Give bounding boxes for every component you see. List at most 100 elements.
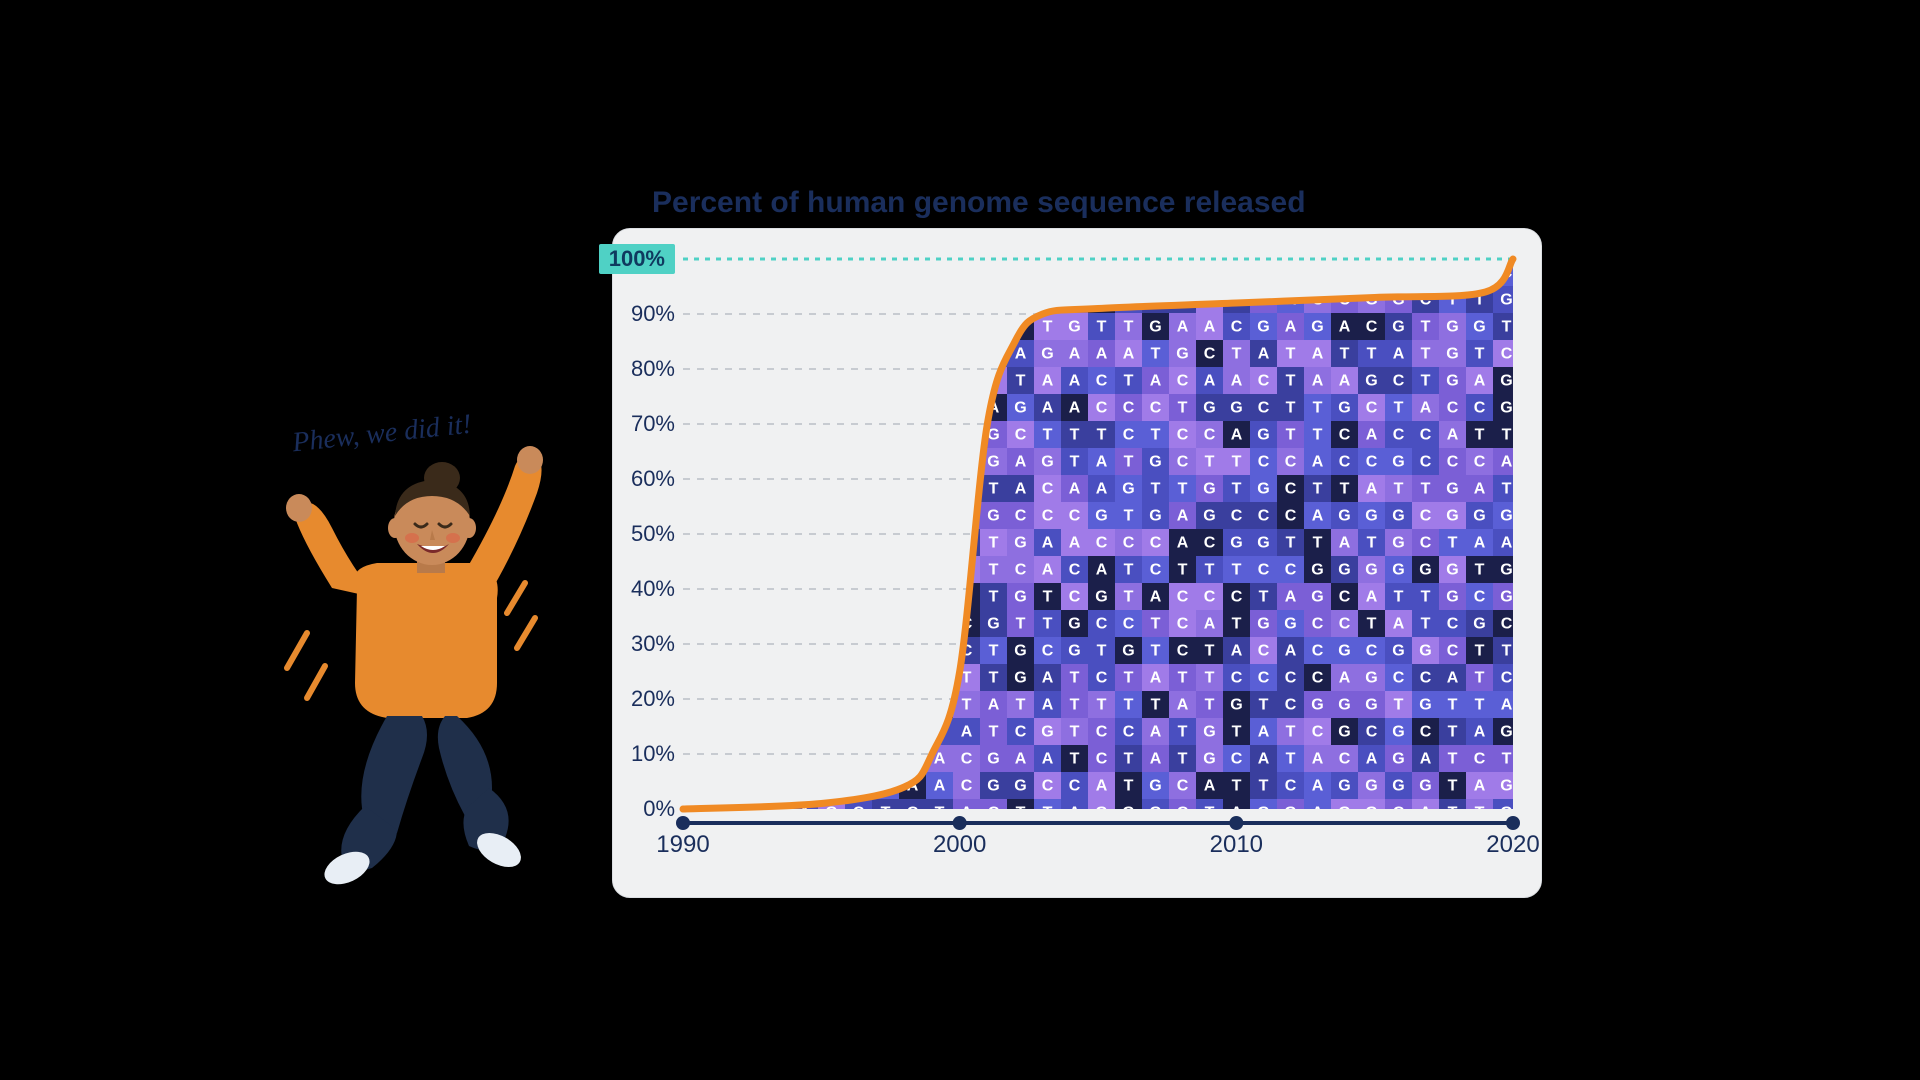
svg-text:A: A	[1339, 670, 1351, 687]
svg-text:C: C	[1420, 454, 1432, 471]
svg-text:C: C	[1366, 643, 1378, 660]
svg-text:C: C	[1528, 589, 1540, 606]
svg-text:T: T	[1232, 454, 1242, 471]
svg-text:C: C	[772, 346, 784, 363]
y-tick-label: 60%	[631, 466, 675, 492]
svg-text:C: C	[772, 319, 784, 336]
svg-text:T: T	[1043, 427, 1053, 444]
svg-text:T: T	[1070, 454, 1080, 471]
svg-text:T: T	[1286, 535, 1296, 552]
svg-text:A: A	[799, 508, 811, 525]
svg-text:T: T	[1124, 508, 1134, 525]
svg-text:C: C	[1069, 589, 1081, 606]
y-tick-label: 50%	[631, 521, 675, 547]
svg-text:G: G	[1392, 562, 1404, 579]
svg-text:C: C	[1420, 427, 1432, 444]
svg-text:A: A	[1096, 562, 1108, 579]
svg-text:A: A	[1339, 535, 1351, 552]
svg-text:T: T	[1124, 373, 1134, 390]
svg-text:G: G	[1392, 454, 1404, 471]
svg-text:C: C	[1042, 643, 1054, 660]
svg-text:T: T	[1448, 724, 1458, 741]
svg-text:G: G	[1203, 724, 1215, 741]
svg-text:C: C	[1420, 508, 1432, 525]
svg-text:C: C	[1204, 535, 1216, 552]
svg-text:A: A	[1015, 751, 1027, 768]
svg-text:T: T	[1529, 751, 1539, 768]
svg-text:T: T	[746, 832, 756, 849]
svg-text:G: G	[1419, 697, 1431, 714]
svg-text:A: A	[718, 265, 730, 282]
svg-text:C: C	[1096, 535, 1108, 552]
svg-text:A: A	[1015, 454, 1027, 471]
svg-text:A: A	[880, 481, 892, 498]
svg-text:G: G	[1500, 508, 1512, 525]
svg-text:A: A	[691, 265, 703, 282]
svg-text:A: A	[934, 643, 946, 660]
svg-text:G: G	[1149, 805, 1161, 822]
svg-text:C: C	[907, 643, 919, 660]
svg-text:A: A	[1069, 346, 1081, 363]
svg-text:T: T	[962, 400, 972, 417]
svg-text:A: A	[1258, 751, 1270, 768]
svg-text:A: A	[718, 562, 730, 579]
svg-text:T: T	[1421, 373, 1431, 390]
svg-text:A: A	[1258, 265, 1270, 282]
svg-text:T: T	[1016, 805, 1026, 822]
svg-text:C: C	[1015, 508, 1027, 525]
svg-text:T: T	[1529, 562, 1539, 579]
svg-text:A: A	[772, 454, 784, 471]
svg-text:A: A	[1312, 805, 1324, 822]
svg-text:T: T	[908, 292, 918, 309]
svg-text:G: G	[1095, 265, 1107, 282]
svg-text:T: T	[800, 346, 810, 363]
svg-text:G: G	[1014, 778, 1026, 795]
svg-text:A: A	[1204, 616, 1216, 633]
svg-text:T: T	[1502, 481, 1512, 498]
svg-text:G: G	[1095, 832, 1107, 849]
svg-text:T: T	[1070, 670, 1080, 687]
svg-text:G: G	[1014, 400, 1026, 417]
svg-text:T: T	[989, 346, 999, 363]
svg-text:T: T	[935, 481, 945, 498]
svg-text:A: A	[1501, 535, 1513, 552]
svg-text:A: A	[1366, 481, 1378, 498]
svg-text:T: T	[908, 562, 918, 579]
svg-text:C: C	[718, 292, 730, 309]
svg-text:T: T	[881, 805, 891, 822]
svg-text:G: G	[1446, 562, 1458, 579]
svg-text:T: T	[1448, 778, 1458, 795]
svg-text:T: T	[1043, 319, 1053, 336]
svg-text:T: T	[908, 400, 918, 417]
svg-text:C: C	[1042, 481, 1054, 498]
svg-text:G: G	[1527, 427, 1539, 444]
svg-text:T: T	[1475, 697, 1485, 714]
svg-text:G: G	[1068, 643, 1080, 660]
svg-text:T: T	[1502, 643, 1512, 660]
svg-text:G: G	[1338, 508, 1350, 525]
svg-text:T: T	[746, 643, 756, 660]
svg-text:T: T	[1151, 427, 1161, 444]
svg-text:C: C	[1231, 265, 1243, 282]
svg-text:T: T	[1070, 697, 1080, 714]
svg-text:C: C	[826, 724, 838, 741]
svg-text:G: G	[825, 508, 837, 525]
svg-text:G: G	[852, 535, 864, 552]
svg-text:G: G	[1365, 697, 1377, 714]
svg-text:C: C	[691, 562, 703, 579]
svg-text:G: G	[771, 373, 783, 390]
svg-text:T: T	[1475, 832, 1485, 849]
svg-text:T: T	[1286, 346, 1296, 363]
svg-text:C: C	[1501, 670, 1513, 687]
svg-text:T: T	[1016, 292, 1026, 309]
svg-text:T: T	[1097, 319, 1107, 336]
svg-text:A: A	[1069, 265, 1081, 282]
y-tick-label: 40%	[631, 576, 675, 602]
svg-text:G: G	[987, 319, 999, 336]
svg-text:G: G	[852, 670, 864, 687]
svg-text:C: C	[1015, 562, 1027, 579]
svg-text:T: T	[1151, 832, 1161, 849]
svg-text:C: C	[691, 616, 703, 633]
svg-text:T: T	[1016, 373, 1026, 390]
svg-text:T: T	[854, 589, 864, 606]
